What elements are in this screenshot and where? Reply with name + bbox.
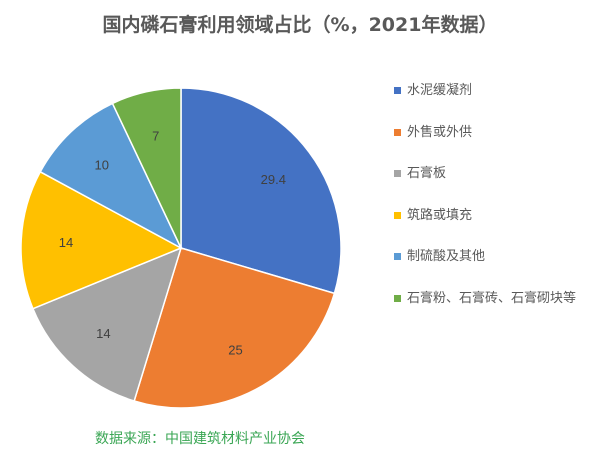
pie-slice — [39, 102, 183, 250]
data-label: 25 — [228, 342, 242, 357]
pie-slice — [133, 247, 336, 409]
legend-swatch — [394, 128, 401, 136]
legend-label: 石膏板 — [407, 166, 447, 181]
legend-label: 水泥缓凝剂 — [407, 83, 473, 98]
legend-swatch — [394, 87, 401, 94]
data-label: 10 — [95, 157, 109, 172]
data-label: 14 — [96, 326, 110, 341]
legend-label: 筑路或填充 — [407, 207, 473, 223]
legend-label: 制硫酸及其他 — [407, 249, 486, 264]
legend-label: 石膏粉、石膏砖、石膏砌块等 — [407, 290, 577, 306]
pie-slice — [180, 87, 342, 295]
data-label: 14 — [59, 235, 73, 250]
source-note: 数据来源：中国建筑材料产业协会 — [95, 431, 305, 447]
legend-swatch — [394, 253, 401, 260]
data-label: 29.4 — [261, 172, 286, 187]
pie-slice — [111, 87, 182, 249]
data-label: 7 — [152, 129, 159, 144]
legend-swatch — [394, 211, 401, 219]
pie-slice — [20, 170, 183, 310]
pie-slice — [31, 246, 183, 402]
legend-swatch — [394, 294, 401, 302]
chart-title: 国内磷石膏利用领域占比（%，2021年数据） — [102, 14, 498, 36]
legend-swatch — [394, 170, 401, 177]
legend-label: 外售或外供 — [407, 124, 473, 140]
